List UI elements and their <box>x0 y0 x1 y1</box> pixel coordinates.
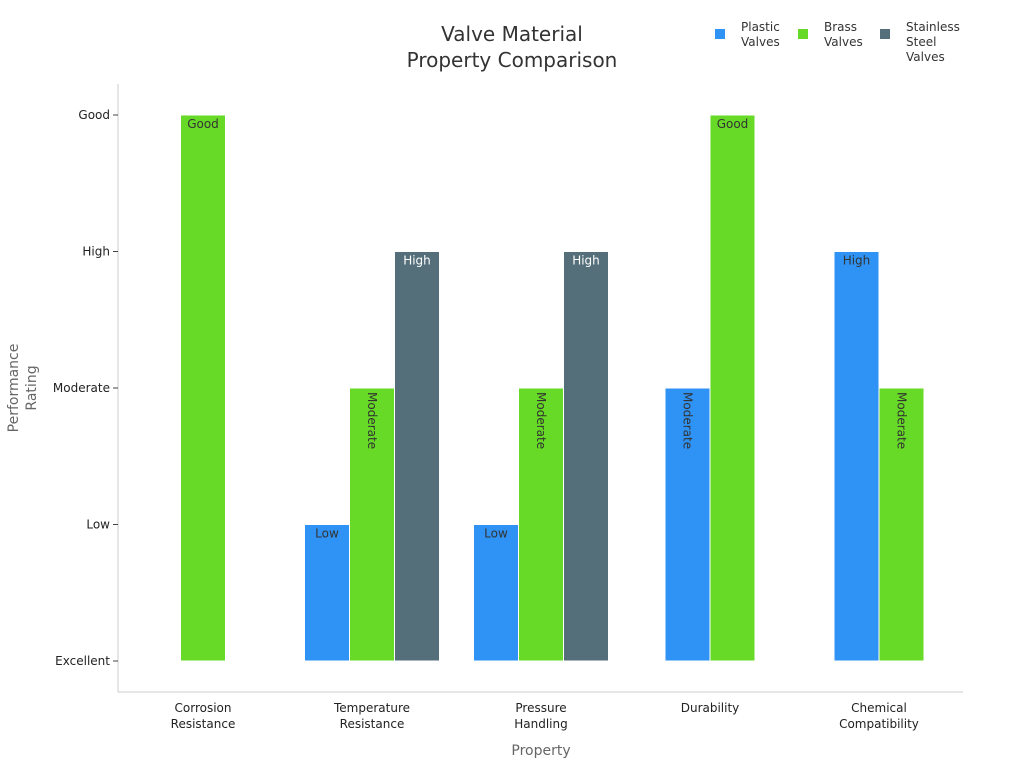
bar <box>709 114 756 662</box>
y-tick-label: Good <box>78 108 110 122</box>
bar <box>394 251 440 662</box>
bar-data-label: High <box>572 254 600 268</box>
bar-data-label: Moderate <box>895 392 909 449</box>
bar <box>473 524 519 662</box>
bar-data-label: Moderate <box>534 392 548 449</box>
x-tick-label: Chemical Compatibility <box>839 701 919 731</box>
legend-label: Brass Valves <box>824 20 863 49</box>
x-tick-label: Durability <box>681 701 740 715</box>
y-tick-label: Moderate <box>53 381 110 395</box>
bar <box>180 114 226 662</box>
legend-swatch <box>880 29 890 39</box>
x-tick-label: Corrosion Resistance <box>171 701 236 731</box>
legend-swatch <box>715 29 725 39</box>
legend-label: Plastic Valves <box>741 20 780 49</box>
y-tick-label: Low <box>86 518 110 532</box>
y-tick-label: Excellent <box>55 654 110 668</box>
bar <box>518 387 564 662</box>
bar <box>878 387 925 662</box>
y-tick-label: High <box>82 245 110 259</box>
legend-label: Stainless Steel Valves <box>906 20 960 64</box>
bar-data-label: Good <box>187 117 219 131</box>
bar-data-label: Low <box>315 527 339 541</box>
x-axis-label: Property <box>511 743 570 759</box>
bar-data-label: Moderate <box>365 392 379 449</box>
bar <box>563 251 609 662</box>
bar-data-label: Moderate <box>681 392 695 449</box>
y-axis-label: Performance Rating <box>6 344 40 433</box>
x-tick-label: Temperature Resistance <box>333 701 410 731</box>
bar <box>833 251 880 662</box>
bar <box>349 387 395 662</box>
bar-data-label: High <box>403 254 431 268</box>
bar <box>304 524 350 662</box>
bar <box>664 387 711 662</box>
bar-data-label: Good <box>717 117 749 131</box>
chart-title: Valve Material Property Comparison <box>407 22 618 72</box>
bar-data-label: High <box>843 254 871 268</box>
legend-swatch <box>798 29 808 39</box>
x-tick-label: Pressure Handling <box>514 701 568 731</box>
bar-data-label: Low <box>484 527 508 541</box>
